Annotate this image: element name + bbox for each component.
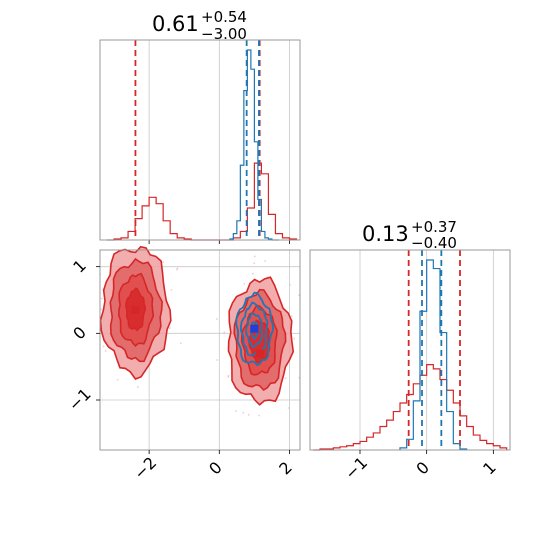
x-axis-ticks: −2 0 2 [130,450,296,483]
red-histogram [107,40,298,241]
top-left-title: 0.61 +0.54 −3.00 [152,8,247,43]
scatter-point [243,282,246,285]
scatter-point [235,410,237,412]
y-tick-label: −1 [65,385,95,415]
bottom-right-title-lower: −0.40 [411,234,457,252]
x-tick-label: −2 [130,453,160,483]
blue-histogram [229,40,279,241]
scatter-point [216,359,219,361]
scatter-point [175,268,178,271]
scatter-panel-2d: −2 0 2 1 0 −1 [65,245,301,483]
bottom-right-title-value: 0.13 [362,222,409,246]
scatter-point [169,327,171,329]
scatter-point [287,407,290,409]
scatter-point [264,260,267,262]
x-tick-label: 2 [275,458,296,479]
scatter-point [289,284,291,286]
scatter-point [253,255,256,258]
blue-best-fit-marker [250,324,259,333]
red-histogram-step [313,364,508,451]
histogram-series [313,250,508,451]
scatter-point [170,288,173,291]
y-axis-ticks: 1 0 −1 [65,256,100,415]
histogram-panel-x [99,39,301,244]
scatter-point [104,350,107,352]
scatter-point [162,261,165,264]
scatter-point [136,386,139,388]
scatter-point [293,337,296,340]
y-tick-label: 0 [69,323,90,344]
red-histogram [313,250,508,451]
scatter-point [253,262,256,265]
scatter-point [179,342,182,344]
blue-contour-level [235,291,274,367]
blue-contour-level [245,312,264,349]
scatter-point [116,378,119,381]
scatter-point [215,318,218,320]
panel-frame [309,249,511,451]
scatter-point [102,345,105,348]
bottom-right-title-upper: +0.37 [411,218,457,236]
scatter-point [290,315,293,318]
top-left-title-upper: +0.54 [201,8,247,26]
contour-series [99,245,301,417]
panel-frame [99,249,301,451]
blue-histogram-step [399,259,468,450]
histogram-series [107,40,298,241]
scatter-point [251,272,254,275]
scatter-point [242,411,245,414]
scatter-point [176,267,179,270]
x-axis-ticks: −1 0 1 [341,450,500,483]
panel-frame [99,39,301,241]
blue-histogram [399,250,468,450]
x-tick-label: 1 [479,458,500,479]
scatter-point [284,377,287,380]
red-best-fit-marker [131,306,140,314]
scatter-point [258,414,260,417]
scatter-point [227,376,230,378]
scatter-point [247,413,250,416]
histogram-panel-y: −1 0 1 [309,249,511,483]
blue-histogram-step [229,49,279,241]
x-tick-label: 0 [205,458,226,479]
bottom-right-title: 0.13 +0.37 −0.40 [362,218,457,252]
scatter-point [101,297,103,300]
grid [148,40,290,244]
y-tick-label: 1 [69,256,90,277]
red-best-fit-marker [255,349,264,358]
top-left-title-lower: −3.00 [201,25,247,43]
scatter-point [223,331,226,334]
scatter-point [100,308,103,311]
top-left-title-value: 0.61 [152,12,199,36]
x-tick-label: −1 [341,453,371,483]
x-tick-label: 0 [412,458,433,479]
